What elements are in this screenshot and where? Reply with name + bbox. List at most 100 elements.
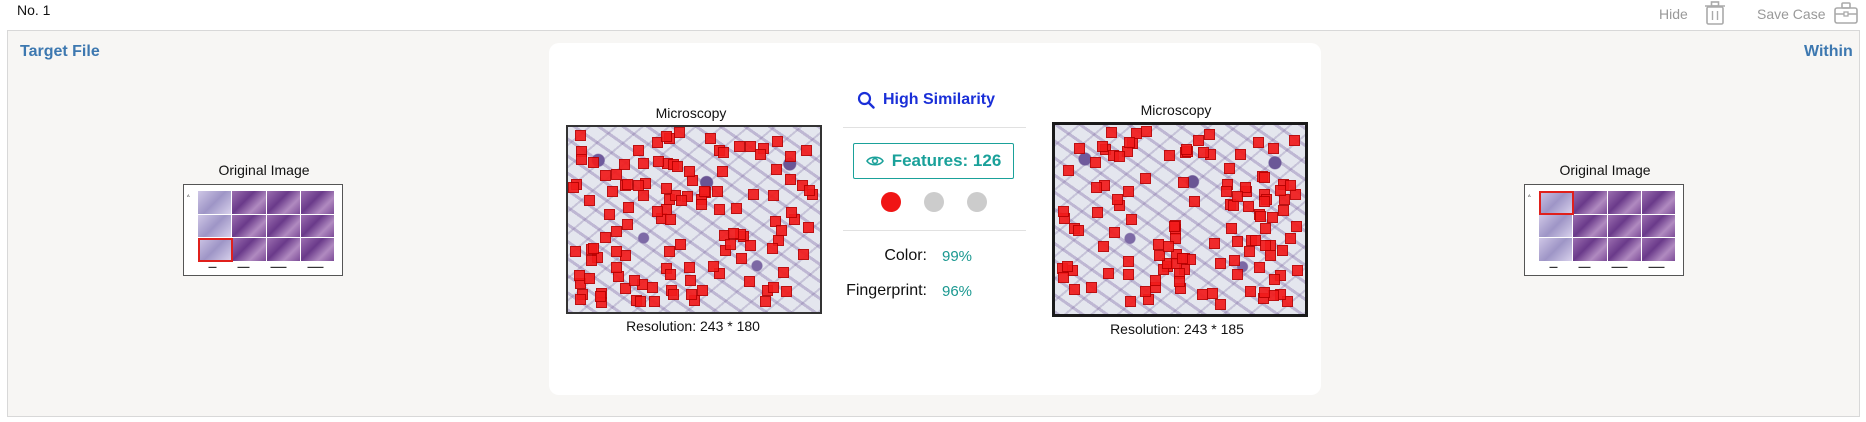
keypoint-marker bbox=[635, 296, 646, 307]
features-button[interactable]: Features: 126 bbox=[853, 143, 1014, 179]
keypoint-marker bbox=[1086, 282, 1097, 293]
keypoint-marker bbox=[568, 182, 579, 193]
keypoint-marker bbox=[1073, 225, 1084, 236]
keypoint-marker bbox=[668, 289, 679, 300]
features-label: Features: 126 bbox=[891, 151, 1002, 170]
keypoint-marker bbox=[588, 243, 599, 254]
keypoint-marker bbox=[1112, 194, 1123, 205]
keypoint-marker bbox=[665, 214, 676, 225]
indicator-dot-2[interactable] bbox=[924, 192, 944, 212]
right-original-thumbnail[interactable]: A ▬▬ ▬▬▬ ▬▬▬▬ ▬▬▬▬ bbox=[1524, 184, 1684, 276]
right-resolution: Resolution: 243 * 185 bbox=[1110, 321, 1244, 337]
keypoint-marker bbox=[1255, 211, 1266, 222]
left-original-thumbnail[interactable]: A ▬▬ ▬▬▬ ▬▬▬▬ ▬▬▬▬ bbox=[183, 184, 343, 276]
color-metric-label: Color: bbox=[884, 247, 927, 264]
keypoint-marker bbox=[1163, 241, 1174, 252]
keypoint-marker bbox=[1260, 240, 1271, 251]
similarity-label: High Similarity bbox=[883, 91, 996, 108]
keypoint-marker bbox=[675, 239, 686, 250]
thumb-row-marker: A bbox=[1528, 193, 1531, 198]
keypoint-marker bbox=[1226, 223, 1237, 234]
keypoint-marker bbox=[1229, 255, 1240, 266]
indicator-dot-3[interactable] bbox=[967, 192, 987, 212]
keypoint-marker bbox=[1181, 144, 1192, 155]
divider bbox=[843, 127, 1026, 128]
keypoint-marker bbox=[1245, 286, 1256, 297]
keypoint-marker bbox=[1282, 296, 1293, 307]
keypoint-marker bbox=[1169, 221, 1180, 232]
keypoint-marker bbox=[1189, 196, 1200, 207]
color-metric-value: 99% bbox=[942, 248, 973, 265]
keypoint-marker bbox=[1106, 127, 1117, 138]
keypoint-marker bbox=[1126, 214, 1137, 225]
keypoint-marker bbox=[776, 225, 787, 236]
keypoint-marker bbox=[1260, 223, 1271, 234]
keypoint-marker bbox=[652, 137, 663, 148]
trash-icon[interactable] bbox=[1704, 0, 1726, 31]
keypoint-marker bbox=[595, 291, 606, 302]
keypoint-marker bbox=[1232, 191, 1243, 202]
keypoint-marker bbox=[717, 166, 728, 177]
keypoint-marker bbox=[745, 141, 756, 152]
right-microscopy-image[interactable] bbox=[1052, 122, 1308, 317]
keypoint-marker bbox=[1140, 173, 1151, 184]
eye-icon bbox=[865, 156, 884, 166]
keypoint-marker bbox=[661, 131, 672, 142]
keypoint-marker bbox=[685, 275, 696, 286]
keypoint-marker bbox=[1277, 245, 1288, 256]
keypoint-marker bbox=[1174, 276, 1185, 287]
keypoint-marker bbox=[1164, 150, 1175, 161]
keypoint-marker bbox=[1240, 182, 1251, 193]
keypoint-marker bbox=[1259, 172, 1270, 183]
keypoint-marker bbox=[697, 285, 708, 296]
keypoint-marker bbox=[684, 262, 695, 273]
indicator-dot-1[interactable] bbox=[881, 192, 901, 212]
keypoint-marker bbox=[1209, 238, 1220, 249]
keypoint-marker bbox=[1198, 147, 1209, 158]
keypoint-marker bbox=[649, 296, 660, 307]
left-image-title: Microscopy bbox=[655, 105, 727, 121]
keypoint-marker bbox=[1289, 135, 1300, 146]
thumb-captions: ▬▬ ▬▬▬ ▬▬▬▬ ▬▬▬▬ bbox=[1549, 264, 1665, 269]
right-original-caption: Original Image bbox=[1559, 162, 1651, 178]
keypoint-marker bbox=[1091, 182, 1102, 193]
hide-button[interactable]: Hide bbox=[1659, 6, 1688, 22]
keypoint-marker bbox=[1074, 143, 1085, 154]
keypoint-marker bbox=[696, 199, 707, 210]
keypoint-marker bbox=[600, 232, 611, 243]
keypoint-marker bbox=[1291, 221, 1302, 232]
keypoint-marker bbox=[622, 219, 633, 230]
keypoint-marker bbox=[1109, 227, 1120, 238]
thumbnail-grid bbox=[198, 191, 334, 261]
keypoint-marker bbox=[686, 289, 697, 300]
right-image-title: Microscopy bbox=[1140, 102, 1212, 118]
keypoint-marker bbox=[1124, 137, 1135, 148]
keypoint-marker bbox=[804, 185, 815, 196]
keypoint-marker bbox=[1232, 236, 1243, 247]
keypoint-marker bbox=[672, 161, 683, 172]
keypoint-marker bbox=[1244, 246, 1255, 257]
keypoint-marker bbox=[570, 246, 581, 257]
keypoint-marker bbox=[1215, 299, 1226, 310]
keypoint-marker bbox=[684, 166, 695, 177]
keypoint-marker bbox=[1207, 288, 1218, 299]
keypoint-marker bbox=[1285, 180, 1296, 191]
keypoint-marker bbox=[1103, 268, 1114, 279]
save-case-button[interactable]: Save Case bbox=[1757, 6, 1826, 22]
keypoint-marker bbox=[728, 228, 739, 239]
keypoint-marker bbox=[638, 158, 649, 169]
keypoint-marker bbox=[705, 133, 716, 144]
keypoint-marker bbox=[664, 246, 675, 257]
briefcase-icon[interactable] bbox=[1833, 0, 1859, 31]
keypoint-marker bbox=[588, 157, 599, 168]
keypoint-marker bbox=[1267, 212, 1278, 223]
keypoint-marker bbox=[1114, 151, 1125, 162]
left-microscopy-image[interactable] bbox=[566, 125, 822, 314]
keypoint-marker bbox=[1224, 163, 1235, 174]
keypoint-marker bbox=[1150, 275, 1161, 286]
keypoint-marker bbox=[1278, 205, 1289, 216]
keypoint-marker bbox=[629, 275, 640, 286]
keypoint-marker bbox=[1123, 186, 1134, 197]
keypoint-marker bbox=[1285, 233, 1296, 244]
keypoint-marker bbox=[1058, 206, 1069, 217]
